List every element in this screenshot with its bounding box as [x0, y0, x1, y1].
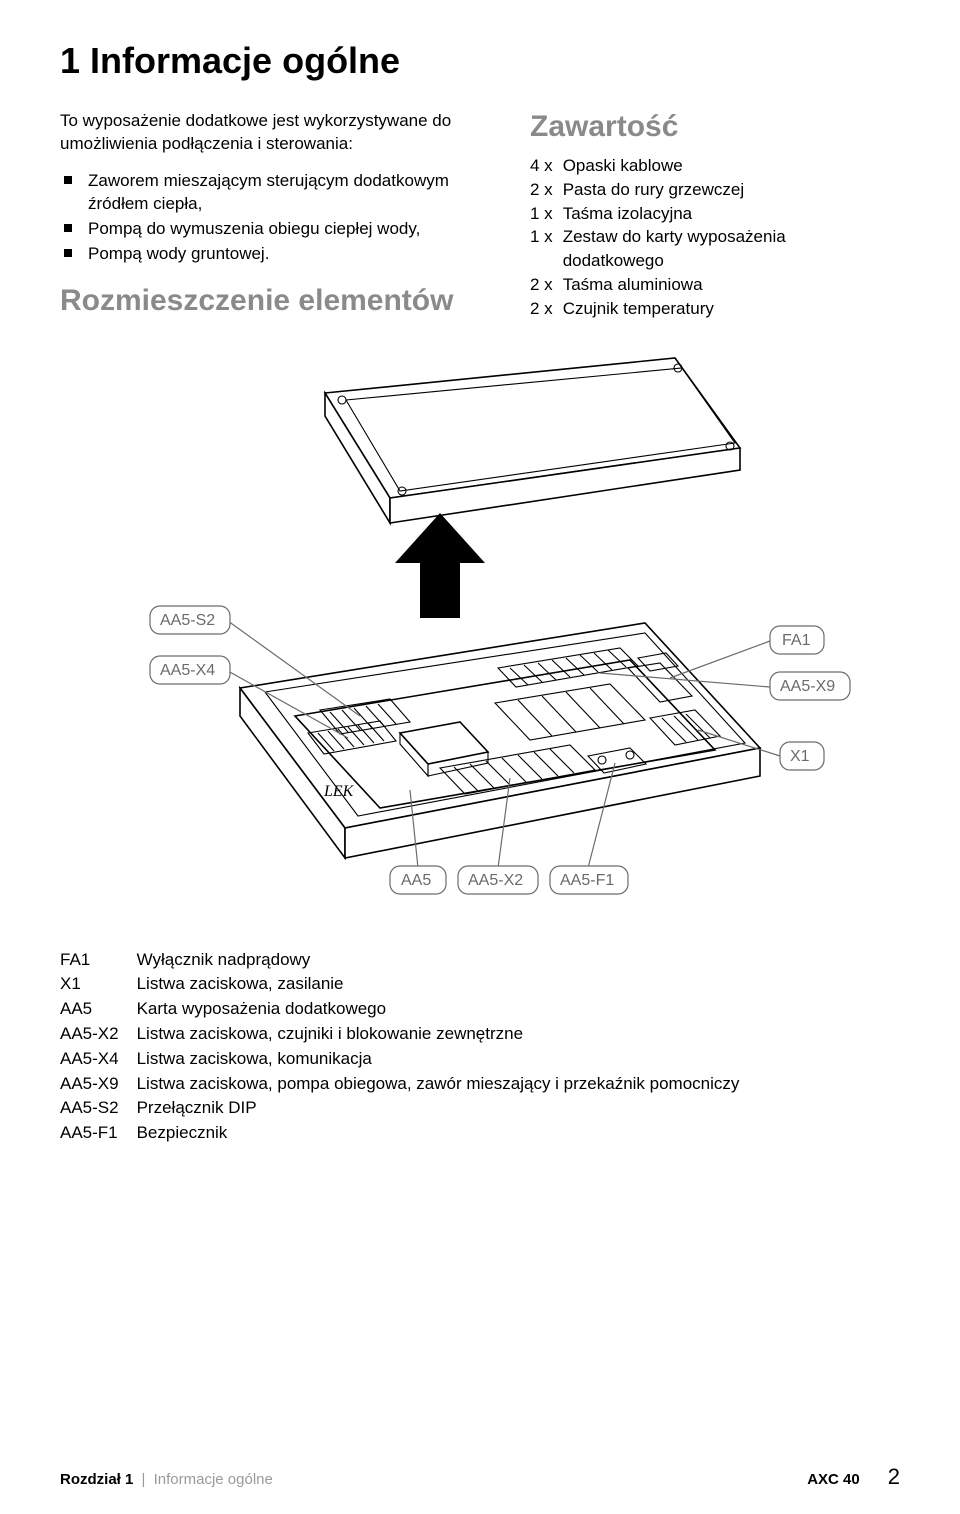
bullet-item: Pompą do wymuszenia obiegu ciepłej wody,	[60, 218, 500, 241]
bullet-item: Zaworem mieszającym sterującym dodatkowy…	[60, 170, 500, 216]
legend-desc: Listwa zaciskowa, komunikacja	[137, 1047, 758, 1072]
contents-desc: Taśma aluminiowa	[563, 273, 900, 297]
diagram-arrow-icon	[395, 513, 485, 618]
legend-row: AA5-X2 Listwa zaciskowa, czujniki i blok…	[60, 1022, 757, 1047]
legend-code: AA5-X9	[60, 1072, 137, 1097]
bullet-item: Pompą wody gruntowej.	[60, 243, 500, 266]
right-column: Zawartość 4 x Opaski kablowe 2 x Pasta d…	[530, 110, 900, 326]
legend-code: FA1	[60, 948, 137, 973]
svg-text:AA5-F1: AA5-F1	[560, 872, 614, 889]
svg-text:AA5-X2: AA5-X2	[468, 872, 523, 889]
contents-desc: Taśma izolacyjna	[563, 202, 900, 226]
footer-right: AXC 40 2	[807, 1464, 900, 1490]
contents-qty: 1 x	[530, 202, 563, 226]
contents-desc: Pasta do rury grzewczej	[563, 178, 900, 202]
legend-code: AA5	[60, 997, 137, 1022]
footer-chapter-number: Rozdział 1	[60, 1471, 133, 1488]
contents-row: 1 x Taśma izolacyjna	[530, 202, 900, 226]
contents-row: 4 x Opaski kablowe	[530, 154, 900, 178]
legend-desc: Karta wyposażenia dodatkowego	[137, 997, 758, 1022]
legend-code: AA5-X4	[60, 1047, 137, 1072]
legend-row: AA5-S2 Przełącznik DIP	[60, 1096, 757, 1121]
footer-document-id: AXC 40	[807, 1471, 860, 1488]
contents-qty: 2 x	[530, 273, 563, 297]
page-footer: Rozdział 1 | Informacje ogólne AXC 40 2	[60, 1464, 900, 1490]
legend-row: AA5-X4 Listwa zaciskowa, komunikacja	[60, 1047, 757, 1072]
footer-chapter-title: Informacje ogólne	[154, 1471, 273, 1488]
callout-fa1: FA1	[670, 626, 824, 678]
svg-text:X1: X1	[790, 748, 810, 765]
contents-row: 2 x Czujnik temperatury	[530, 297, 900, 321]
legend-code: X1	[60, 972, 137, 997]
svg-text:AA5: AA5	[401, 872, 431, 889]
footer-separator: |	[142, 1471, 146, 1488]
legend-row: AA5-X9 Listwa zaciskowa, pompa obiegowa,…	[60, 1072, 757, 1097]
page-title: 1 Informacje ogólne	[60, 40, 900, 82]
contents-section-title: Zawartość	[530, 110, 900, 144]
legend-row: AA5-F1 Bezpiecznik	[60, 1121, 757, 1146]
elements-section-title: Rozmieszczenie elementów	[60, 284, 500, 318]
legend-desc: Listwa zaciskowa, pompa obiegowa, zawór …	[137, 1072, 758, 1097]
bullet-list: Zaworem mieszającym sterującym dodatkowy…	[60, 170, 500, 266]
legend-table: FA1 Wyłącznik nadprądowy X1 Listwa zacis…	[60, 948, 757, 1146]
contents-desc: Czujnik temperatury	[563, 297, 900, 321]
legend-row: AA5 Karta wyposażenia dodatkowego	[60, 997, 757, 1022]
svg-text:FA1: FA1	[782, 632, 811, 649]
legend-code: AA5-S2	[60, 1096, 137, 1121]
contents-qty: 1 x	[530, 225, 563, 273]
svg-text:AA5-S2: AA5-S2	[160, 612, 215, 629]
intro-paragraph: To wyposażenie dodatkowe jest wykorzysty…	[60, 110, 500, 156]
legend-code: AA5-X2	[60, 1022, 137, 1047]
diagram-lek-label: LEK	[323, 783, 355, 800]
contents-row: 2 x Pasta do rury grzewczej	[530, 178, 900, 202]
component-diagram: LEK AA5-S2 AA5-X4 FA1	[60, 338, 900, 918]
diagram-lid	[325, 358, 740, 523]
legend-desc: Bezpiecznik	[137, 1121, 758, 1146]
legend-row: X1 Listwa zaciskowa, zasilanie	[60, 972, 757, 997]
contents-desc: Zestaw do karty wyposażenia dodatkowego	[563, 225, 900, 273]
legend-row: FA1 Wyłącznik nadprądowy	[60, 948, 757, 973]
footer-page-number: 2	[888, 1464, 900, 1490]
legend-desc: Listwa zaciskowa, czujniki i blokowanie …	[137, 1022, 758, 1047]
legend-code: AA5-F1	[60, 1121, 137, 1146]
svg-text:AA5-X4: AA5-X4	[160, 662, 215, 679]
contents-desc: Opaski kablowe	[563, 154, 900, 178]
contents-qty: 4 x	[530, 154, 563, 178]
contents-qty: 2 x	[530, 178, 563, 202]
contents-table: 4 x Opaski kablowe 2 x Pasta do rury grz…	[530, 154, 900, 321]
contents-row: 2 x Taśma aluminiowa	[530, 273, 900, 297]
contents-row: 1 x Zestaw do karty wyposażenia dodatkow…	[530, 225, 900, 273]
legend-desc: Listwa zaciskowa, zasilanie	[137, 972, 758, 997]
contents-qty: 2 x	[530, 297, 563, 321]
left-column: To wyposażenie dodatkowe jest wykorzysty…	[60, 110, 500, 326]
legend-desc: Przełącznik DIP	[137, 1096, 758, 1121]
svg-text:AA5-X9: AA5-X9	[780, 678, 835, 695]
legend-desc: Wyłącznik nadprądowy	[137, 948, 758, 973]
footer-left: Rozdział 1 | Informacje ogólne	[60, 1471, 273, 1488]
